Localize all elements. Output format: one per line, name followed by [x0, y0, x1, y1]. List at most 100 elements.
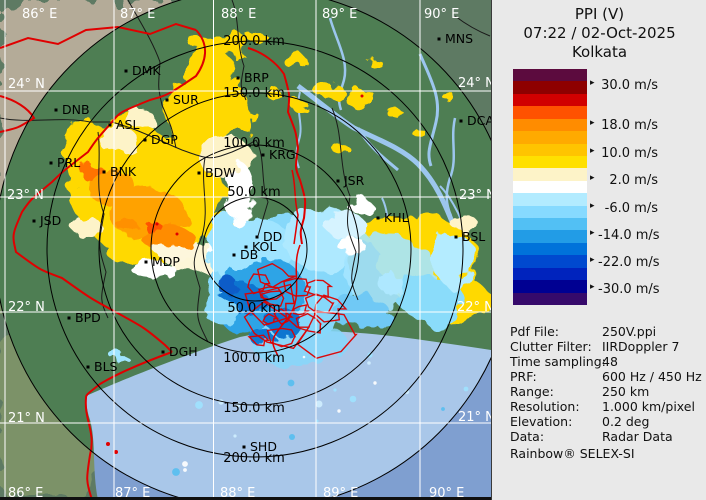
city-label: BNK	[110, 164, 137, 179]
legend-value: -22.0 m/s	[598, 255, 660, 270]
info-label: Clutter Filter:	[510, 339, 592, 354]
map-bottom-edge	[0, 497, 491, 500]
info-row: Pdf File: 250V.ppi	[510, 324, 700, 339]
info-row: Elevation: 0.2 deg	[510, 414, 700, 429]
colorbar-band	[513, 205, 587, 219]
legend-label: ▸ 2.0 m/s	[492, 172, 706, 189]
city-label: JSD	[39, 213, 61, 228]
city-marker	[454, 235, 458, 239]
city-marker	[459, 119, 463, 123]
colorbar-band	[513, 106, 587, 119]
range-ring-label: 200.0 km	[223, 34, 285, 49]
city-marker	[86, 365, 90, 369]
city-marker	[165, 98, 169, 102]
grid-label: 23° N	[459, 188, 491, 203]
legend-label: ▸ 30.0 m/s	[492, 77, 706, 94]
city-label: SHD	[250, 439, 277, 454]
city-label: BPD	[75, 310, 101, 325]
side-panel: PPI (V) 07:22 / 02-Oct-2025 Kolkata ▸ 30.…	[491, 0, 706, 500]
legend-value: 10.0 m/s	[601, 146, 658, 161]
city-label: DB	[240, 247, 258, 262]
range-rings	[0, 0, 491, 500]
city-marker	[242, 445, 246, 449]
city-label: JSR	[343, 173, 365, 188]
grid-label: 90° E	[424, 7, 459, 22]
info-value: 1.000 km/pixel	[602, 399, 695, 414]
colorbar-band	[513, 168, 587, 181]
colorbar-band	[513, 180, 587, 194]
scan-info-table: Pdf File: 250V.ppi Clutter Filter: IIRDoppl…	[510, 324, 702, 444]
legend-tick-arrow-icon: ▸	[590, 78, 595, 88]
info-value: IIRDoppler 7	[602, 339, 680, 354]
info-row: Clutter Filter: IIRDoppler 7	[510, 339, 700, 354]
sea-in-range	[86, 330, 491, 500]
city-label: KOL	[252, 239, 276, 254]
radar-map-canvas[interactable]: 86° E 87° E 88° E 89° E 90° E 86° E 87° E 88° E…	[0, 0, 491, 500]
grid-label: 21° N	[8, 411, 45, 426]
grid-label: 86° E	[8, 486, 43, 500]
info-value: 250 km	[602, 384, 650, 399]
colorbar-band	[513, 155, 587, 169]
colorbar-band	[513, 242, 587, 256]
legend-label: ▸ -22.0 m/s	[492, 254, 706, 271]
city-marker	[232, 253, 236, 257]
legend-tick-arrow-icon: ▸	[590, 255, 595, 265]
info-label: PRF:	[510, 369, 537, 384]
info-label: Time sampling:	[510, 354, 606, 369]
info-value: 48	[602, 354, 618, 369]
legend-value: -6.0 m/s	[604, 201, 658, 216]
colorbar-band	[513, 69, 587, 82]
range-ring-label: 150.0 km	[223, 86, 285, 101]
colorbar-band	[513, 143, 587, 156]
colorbar-band	[513, 267, 587, 281]
info-label: Range:	[510, 384, 554, 399]
legend-label: ▸ -14.0 m/s	[492, 227, 706, 244]
grid-label: 89° E	[323, 486, 358, 500]
city-marker	[102, 170, 106, 174]
brand-footer: Rainbow® SELEX-SI	[510, 446, 635, 461]
state-borders	[0, 22, 307, 500]
colorbar-band	[513, 131, 587, 144]
city-label: PRL	[57, 155, 80, 170]
info-value: 250V.ppi	[602, 324, 657, 339]
legend-tick-arrow-icon: ▸	[590, 146, 595, 156]
city-marker	[244, 245, 248, 249]
colorbar-band	[513, 218, 587, 231]
info-value: 0.2 deg	[602, 414, 650, 429]
city-label: ASL	[116, 117, 139, 132]
legend-value: 2.0 m/s	[609, 173, 658, 188]
city-markers: MNS DCA DMK BRP SUR DNB ASL DGP KRG PRL BNK BDW JSR K…	[32, 31, 491, 454]
district-borders	[0, 0, 491, 343]
colorbar-band	[513, 292, 587, 306]
city-marker	[376, 216, 380, 220]
grid-label: 22° N	[457, 300, 491, 315]
colorbar-band	[513, 193, 587, 206]
city-label: DMK	[132, 63, 161, 78]
city-marker	[261, 153, 265, 157]
city-marker	[143, 138, 147, 142]
legend-value: -14.0 m/s	[598, 228, 660, 243]
info-row: Data: Radar Data	[510, 429, 700, 444]
info-value: Radar Data	[602, 429, 673, 444]
city-label: MNS	[445, 31, 473, 46]
city-marker	[197, 171, 201, 175]
city-marker	[32, 219, 36, 223]
range-ring-label: 100.0 km	[223, 136, 285, 151]
info-row: PRF: 600 Hz / 450 Hz	[510, 369, 702, 384]
grid-label: 24° N	[8, 77, 45, 92]
city-marker	[437, 37, 441, 41]
info-row: Range: 250 km	[510, 384, 700, 399]
grid-label: 24° N	[458, 76, 491, 91]
panel-header: PPI (V) 07:22 / 02-Oct-2025 Kolkata	[492, 5, 706, 62]
city-label: BSL	[462, 229, 485, 244]
grid-label: 87° E	[120, 7, 155, 22]
range-ring-label: 50.0 km	[227, 185, 280, 200]
legend-label: ▸ 18.0 m/s	[492, 117, 706, 134]
city-marker	[54, 108, 58, 112]
grid-label: 89° E	[322, 7, 357, 22]
city-label: BDW	[205, 165, 236, 180]
product-title: PPI (V)	[574, 5, 625, 23]
velocity-colorbar	[513, 69, 587, 306]
range-ring-labels: 200.0 km 150.0 km 100.0 km 50.0 km 50.0 km 10…	[223, 34, 285, 466]
